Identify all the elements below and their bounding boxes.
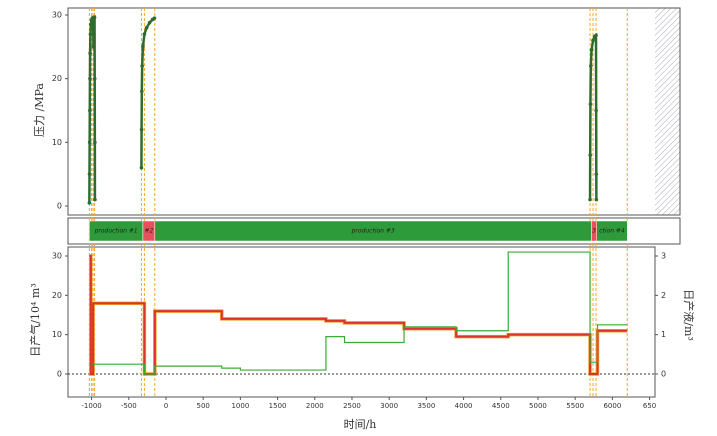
- pressure-point: [139, 166, 144, 170]
- pressure-point: [87, 172, 92, 176]
- pressure-point: [594, 33, 598, 38]
- x-tick-label: 2500: [343, 402, 361, 410]
- pressure-point: [594, 172, 599, 176]
- x-tick-label: 0: [164, 402, 168, 410]
- segment-label: #2: [144, 228, 153, 235]
- pressure-point: [92, 15, 97, 20]
- y-tick-label: 30: [52, 11, 62, 20]
- segment-label: production #1: [94, 228, 138, 235]
- pressure-point: [87, 108, 92, 113]
- pressure-point: [88, 32, 93, 36]
- pressure-point: [91, 45, 96, 49]
- rate-line: [91, 251, 628, 375]
- pressure-point: [140, 89, 144, 94]
- y2-tick-label: 0: [661, 370, 666, 379]
- pressure-point: [141, 45, 145, 49]
- pressure-point: [594, 108, 598, 113]
- pressure-point: [139, 127, 144, 132]
- pressure-point: [147, 20, 152, 25]
- pressure-point: [588, 197, 592, 202]
- x-tick-label: 5500: [566, 402, 584, 410]
- y-tick-label: 20: [52, 74, 62, 83]
- pressure-point: [140, 64, 144, 68]
- y-tick-label: 0: [57, 370, 62, 379]
- x-tick-label: 1000: [231, 402, 249, 410]
- pressure-point: [87, 201, 92, 205]
- pressure-curve: [140, 17, 156, 168]
- y-tick-label: 10: [52, 330, 62, 339]
- pressure-point: [87, 140, 92, 145]
- y2-axis-label: 日产液/m³: [682, 289, 696, 341]
- rate-halo: [89, 254, 628, 376]
- pressure-point: [93, 140, 97, 145]
- y2-tick-label: 3: [661, 252, 666, 261]
- x-tick-label: 5000: [529, 402, 547, 410]
- x-tick-label: 6000: [603, 402, 621, 410]
- x-tick-label: 4500: [492, 402, 510, 410]
- pressure-point: [92, 76, 97, 81]
- rate-frame: [67, 246, 656, 398]
- x-tick-label: 4000: [455, 402, 473, 410]
- pressure-point: [588, 64, 593, 68]
- x-tick-label: 650: [643, 402, 656, 410]
- pressure-point: [589, 48, 594, 52]
- x-tick-label: 1500: [269, 402, 287, 410]
- pressure-point: [88, 76, 92, 81]
- pressure-point: [93, 197, 97, 202]
- pressure-point: [142, 32, 147, 36]
- segment-label: production #3: [351, 228, 395, 235]
- y-tick-label: 0: [57, 202, 62, 211]
- x-tick-label: -500: [121, 402, 137, 410]
- timeline-frame: [67, 217, 681, 245]
- x-tick-label: -1000: [81, 402, 101, 410]
- hatched-region: [655, 8, 680, 215]
- y-tick-label: 10: [52, 138, 62, 147]
- pressure-point: [88, 51, 92, 55]
- timeline-segment: [596, 220, 628, 242]
- pressure-point: [594, 197, 599, 202]
- y-axis-label: 日产气/10⁴ m³: [28, 283, 42, 356]
- x-tick-label: 500: [196, 402, 209, 410]
- pressure-frame: [67, 7, 681, 216]
- y2-tick-label: 1: [661, 330, 666, 339]
- x-tick-label: 3500: [417, 402, 435, 410]
- y-tick-label: 30: [52, 252, 62, 261]
- segment-label: ction #4: [599, 228, 625, 235]
- pressure-point: [591, 38, 595, 43]
- x-axis-label: 时间/h: [344, 418, 377, 431]
- pressure-point: [144, 25, 149, 30]
- rate-line: [89, 255, 628, 375]
- pressure-point: [89, 22, 93, 27]
- pressure-point: [152, 16, 157, 20]
- y-tick-label: 20: [52, 291, 62, 300]
- x-tick-label: 3000: [380, 402, 398, 410]
- pressure-point: [588, 153, 592, 157]
- pressure-point: [588, 102, 593, 106]
- y-axis-label: 压力 /MPa: [33, 83, 46, 137]
- x-tick-label: 2000: [306, 402, 324, 410]
- y2-tick-label: 2: [661, 291, 666, 300]
- segment-label: 3: [592, 228, 596, 235]
